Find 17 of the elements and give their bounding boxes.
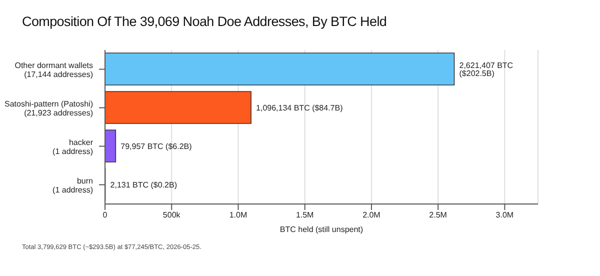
x-tick-label: 2.5M — [429, 210, 448, 220]
y-tick-label: Satoshi-pattern (Patoshi) (21,923 addresses) — [4, 99, 94, 118]
data-label: 2,621,407 BTC ($202.5B) — [459, 60, 514, 78]
x-tick-label: 3.0M — [496, 210, 514, 220]
x-tick-label: 500k — [162, 210, 182, 220]
x-tick-label: 0 — [102, 210, 108, 220]
y-tick-label: Other dormant wallets (17,144 addresses) — [14, 60, 94, 79]
data-label: 1,096,134 BTC ($84.7B) — [256, 103, 344, 112]
data-label: 2,131 BTC ($0.2B) — [110, 180, 178, 190]
x-axis-title: BTC held (still unspent) — [280, 225, 364, 234]
chart-title: Composition Of The 39,069 Noah Doe Addresses, By BTC Held — [22, 14, 387, 29]
x-tick-label: 1.0M — [229, 210, 248, 220]
x-tick-label: 1.5M — [296, 210, 314, 220]
x-tick-label: 2.0M — [362, 210, 381, 220]
y-tick-label: hacker (1 address) — [52, 138, 94, 156]
y-tick-label: burn (1 address) — [52, 176, 94, 194]
data-label: 79,957 BTC ($6.2B) — [120, 142, 192, 151]
